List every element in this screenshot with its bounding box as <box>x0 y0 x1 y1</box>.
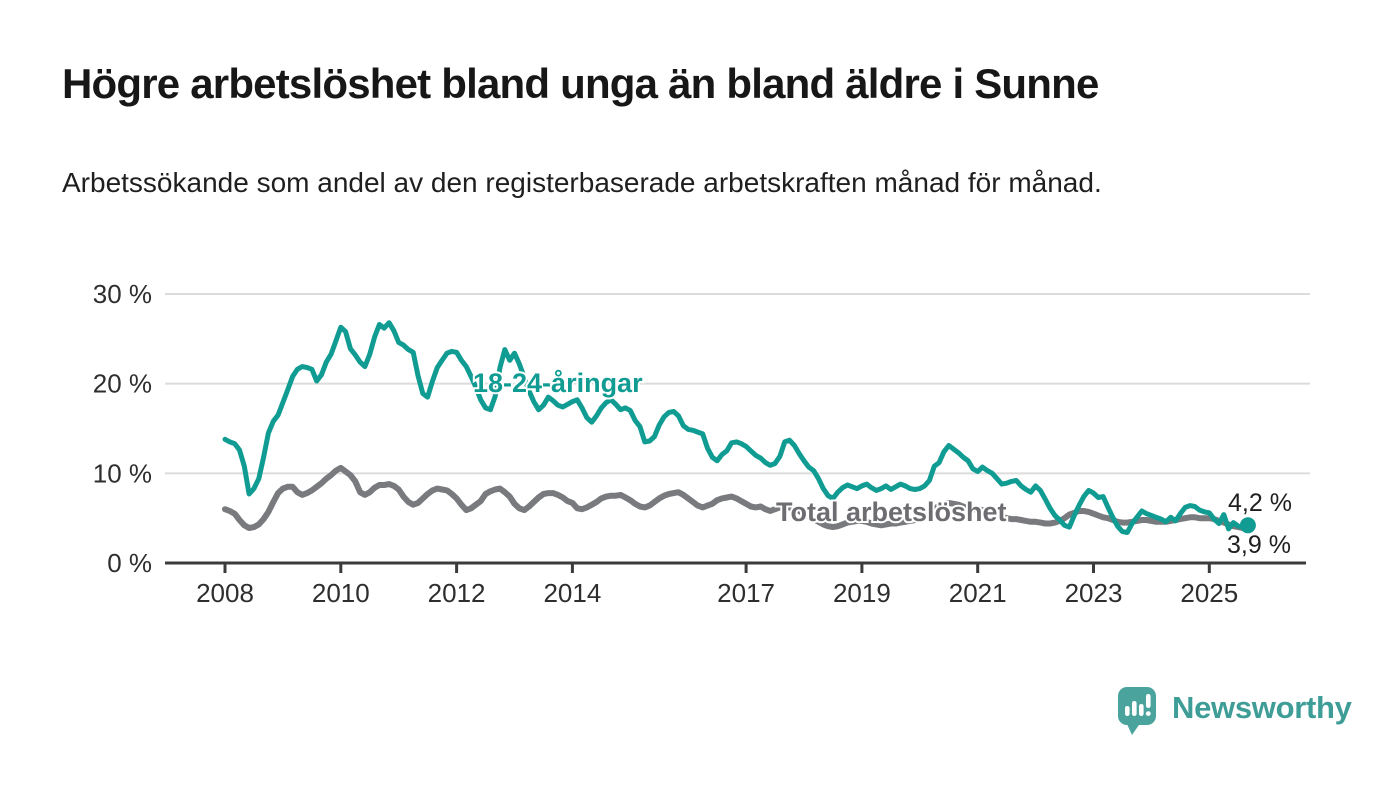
end-value-label-total: 3,9 % <box>1227 531 1291 559</box>
y-axis-label-30: 30 % <box>93 279 152 309</box>
line-layer <box>222 320 1256 535</box>
youth-end-dot <box>1239 517 1256 534</box>
x-axis-label-2008: 2008 <box>196 578 254 608</box>
total-unemployment-line <box>222 464 1251 531</box>
x-axis-label-2014: 2014 <box>543 578 601 608</box>
series-label-total: Total arbetslöshet <box>776 497 1007 527</box>
page-title: Högre arbetslöshet bland unga än bland ä… <box>62 60 1099 107</box>
newsworthy-brand-name: Newsworthy <box>1172 690 1352 725</box>
y-axis-label-20: 20 % <box>93 369 152 399</box>
x-axis-label-2017: 2017 <box>717 578 775 608</box>
axis-layer: 30 % 20 % 10 % 0 % 2008 2010 2012 2014 2017 2019 2… <box>93 279 1306 608</box>
x-axis-label-2021: 2021 <box>949 578 1007 608</box>
x-axis-label-2010: 2010 <box>312 578 370 608</box>
x-axis-label-2025: 2025 <box>1180 578 1238 608</box>
x-axis-label-2012: 2012 <box>428 578 486 608</box>
x-axis-label-2019: 2019 <box>833 578 891 608</box>
x-axis-label-2023: 2023 <box>1065 578 1123 608</box>
y-axis-label-0: 0 % <box>107 548 152 578</box>
unemployment-line-chart: 18-24-åringar Total arbetslöshet 4,2 % 3… <box>93 279 1310 608</box>
youth-unemployment-line <box>222 320 1251 535</box>
y-axis-label-10: 10 % <box>93 458 152 488</box>
newsworthy-logo-icon <box>1118 687 1156 735</box>
end-value-label-youth: 4,2 % <box>1228 489 1292 517</box>
newsworthy-logo: Newsworthy <box>1117 686 1352 736</box>
chart-subtitle: Arbetssökande som andel av den registerb… <box>62 167 1102 198</box>
series-label-youth: 18-24-åringar <box>473 368 643 398</box>
grid-layer <box>165 292 1310 475</box>
annotation-layer: 18-24-åringar Total arbetslöshet 4,2 % 3… <box>471 366 1293 561</box>
